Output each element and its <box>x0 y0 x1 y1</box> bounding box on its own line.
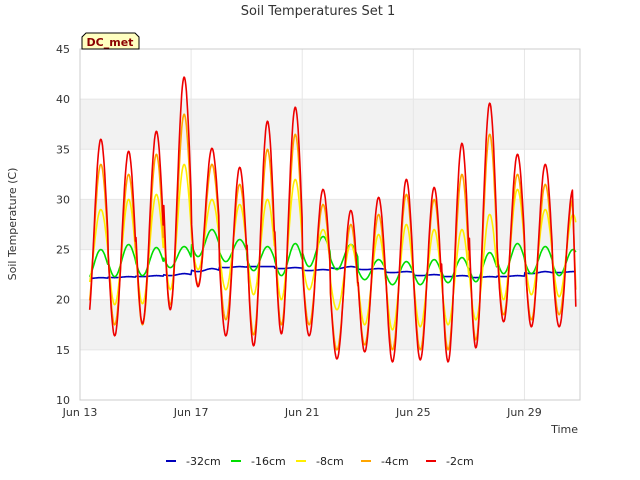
series-line-16cmcm <box>88 228 577 286</box>
series-lines <box>88 76 577 363</box>
y-tick-label: 20 <box>56 294 70 307</box>
background-band <box>80 199 580 250</box>
x-tick-label: Jun 25 <box>395 406 431 419</box>
legend: -32cm -16cm -8cm -4cm -2cm <box>166 455 474 468</box>
x-axis-label: Time <box>550 423 578 436</box>
legend-label: -32cm <box>186 455 221 468</box>
chart-title: Soil Temperatures Set 1 <box>241 4 396 19</box>
y-tick-label: 45 <box>56 43 70 56</box>
y-axis-label: Soil Temperature (C) <box>6 168 19 281</box>
y-tick-label: 15 <box>56 344 70 357</box>
y-tick-label: 35 <box>56 143 70 156</box>
site-badge: DC_met <box>81 32 140 50</box>
legend-label: -2cm <box>446 455 474 468</box>
site-badge-box <box>81 32 140 50</box>
background-band <box>80 99 580 150</box>
series-line-32cmcm <box>89 265 577 280</box>
series-line-2cmcm <box>88 76 577 363</box>
y-tick-label: 10 <box>56 394 70 407</box>
x-axis-ticks: Jun 13 Jun 17 Jun 21 Jun 25 Jun 29 <box>62 406 542 419</box>
legend-label: -4cm <box>381 455 409 468</box>
x-tick-label: Jun 17 <box>173 406 209 419</box>
series-line-8cmcm <box>88 163 577 331</box>
y-axis-ticks: 10 15 20 25 30 35 40 45 <box>56 43 70 407</box>
y-tick-label: 40 <box>56 93 70 106</box>
y-tick-label: 25 <box>56 244 70 257</box>
site-badge-label: DC_met <box>87 36 134 49</box>
plot-frame <box>79 48 581 401</box>
x-tick-label: Jun 13 <box>62 406 98 419</box>
y-tick-label: 30 <box>56 193 70 206</box>
x-tick-label: Jun 21 <box>284 406 320 419</box>
legend-label: -8cm <box>316 455 344 468</box>
legend-label: -16cm <box>251 455 286 468</box>
background-band <box>80 299 580 350</box>
x-tick-label: Jun 29 <box>506 406 542 419</box>
